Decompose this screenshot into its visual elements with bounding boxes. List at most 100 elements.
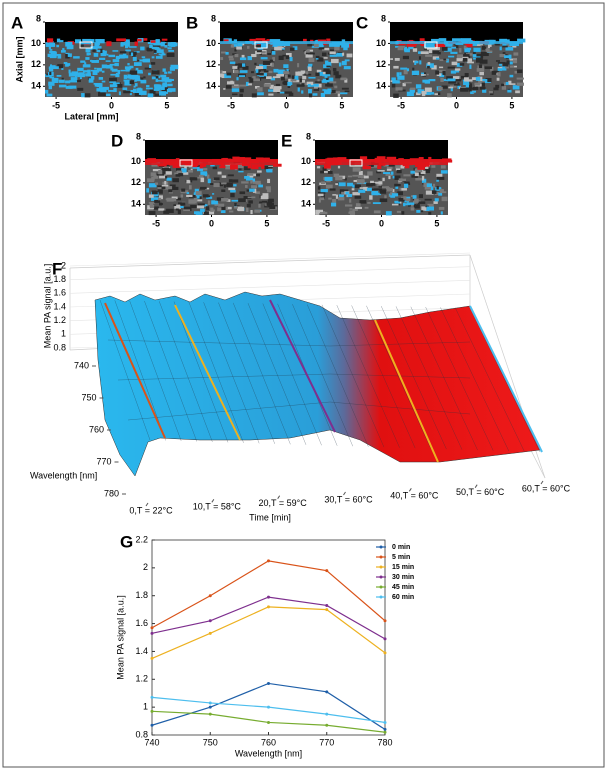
surface-signal [251, 164, 259, 170]
surface-signal [269, 39, 281, 43]
image-texture [142, 58, 151, 63]
image-texture [266, 202, 273, 206]
image-texture [100, 89, 107, 93]
image-texture [232, 53, 237, 55]
image-texture [415, 84, 422, 89]
image-texture [495, 84, 500, 89]
image-texture [411, 70, 420, 76]
image-texture [181, 168, 187, 173]
image-texture [71, 44, 74, 50]
image-texture [321, 181, 326, 185]
image-texture [467, 87, 474, 90]
image-texture [51, 77, 59, 82]
image-texture [493, 87, 499, 91]
image-texture [464, 77, 469, 82]
image-texture [112, 50, 119, 52]
image-texture [236, 77, 239, 81]
image-texture [319, 211, 328, 215]
image-texture [310, 83, 319, 87]
image-texture [269, 202, 274, 206]
image-texture [464, 48, 471, 53]
image-texture [315, 81, 323, 83]
image-texture [157, 185, 163, 188]
image-texture [474, 82, 481, 86]
image-texture [48, 46, 51, 50]
image-texture [108, 89, 116, 92]
image-texture [446, 58, 449, 63]
image-texture [132, 88, 137, 94]
surface-mesh [107, 339, 471, 347]
image-texture [211, 200, 218, 205]
image-texture [393, 93, 399, 98]
image-texture [391, 83, 396, 88]
data-point [325, 603, 329, 607]
z-tick-label: 2 [61, 260, 66, 270]
x-tick-label: 5 [339, 100, 344, 110]
x-tick [540, 480, 544, 485]
image-texture [120, 69, 126, 72]
surface-mesh [188, 301, 244, 443]
image-texture [330, 49, 334, 52]
image-texture [245, 177, 253, 181]
data-point [267, 595, 270, 599]
image-texture [220, 210, 226, 214]
surface-mesh [159, 301, 213, 442]
legend-label: 30 min [392, 574, 414, 581]
image-texture [162, 166, 171, 169]
image-texture [364, 206, 369, 209]
image-texture [428, 78, 436, 82]
surface-band [145, 159, 278, 162]
image-texture [172, 178, 179, 183]
image-texture [415, 204, 420, 209]
z-tick-label: 1.6 [53, 288, 66, 298]
image-texture [218, 203, 225, 207]
image-texture [242, 65, 249, 70]
image-texture [338, 195, 344, 199]
image-texture [154, 75, 159, 80]
image-texture [110, 73, 117, 76]
image-texture [222, 71, 227, 74]
image-texture [352, 167, 361, 172]
image-texture [344, 59, 350, 62]
image-texture [220, 57, 224, 60]
image-texture [323, 70, 331, 75]
image-texture [499, 46, 502, 51]
data-point [267, 605, 270, 609]
image-texture [401, 188, 407, 191]
image-texture [190, 168, 193, 171]
image-texture [411, 175, 418, 178]
image-texture [217, 171, 222, 175]
image-texture [466, 79, 473, 82]
image-texture [468, 83, 473, 88]
image-texture [437, 73, 442, 77]
roi-box [179, 159, 193, 167]
image-texture [471, 77, 479, 81]
image-texture [423, 167, 431, 171]
legend-marker [379, 555, 383, 559]
image-texture [426, 63, 434, 68]
image-texture [418, 56, 421, 60]
surface-mesh [381, 305, 447, 450]
image-texture [280, 46, 284, 49]
image-texture [410, 87, 416, 90]
image-texture [506, 60, 510, 65]
image-texture [479, 59, 488, 64]
image-texture [221, 182, 227, 185]
image-texture [148, 202, 155, 204]
data-point [325, 569, 329, 573]
image-texture [507, 89, 512, 93]
image-texture [359, 187, 364, 189]
image-texture [111, 68, 118, 72]
image-texture [264, 165, 269, 170]
image-texture [230, 193, 235, 198]
image-texture [221, 198, 229, 202]
surface-signal [219, 165, 226, 169]
x-tick-label: 40,T = 60°C [390, 491, 439, 501]
image-texture [435, 70, 440, 75]
image-texture [186, 192, 190, 195]
image-texture [100, 52, 107, 57]
image-texture [467, 61, 474, 64]
image-texture [112, 82, 120, 86]
image-texture [65, 54, 70, 59]
image-texture [138, 59, 143, 62]
